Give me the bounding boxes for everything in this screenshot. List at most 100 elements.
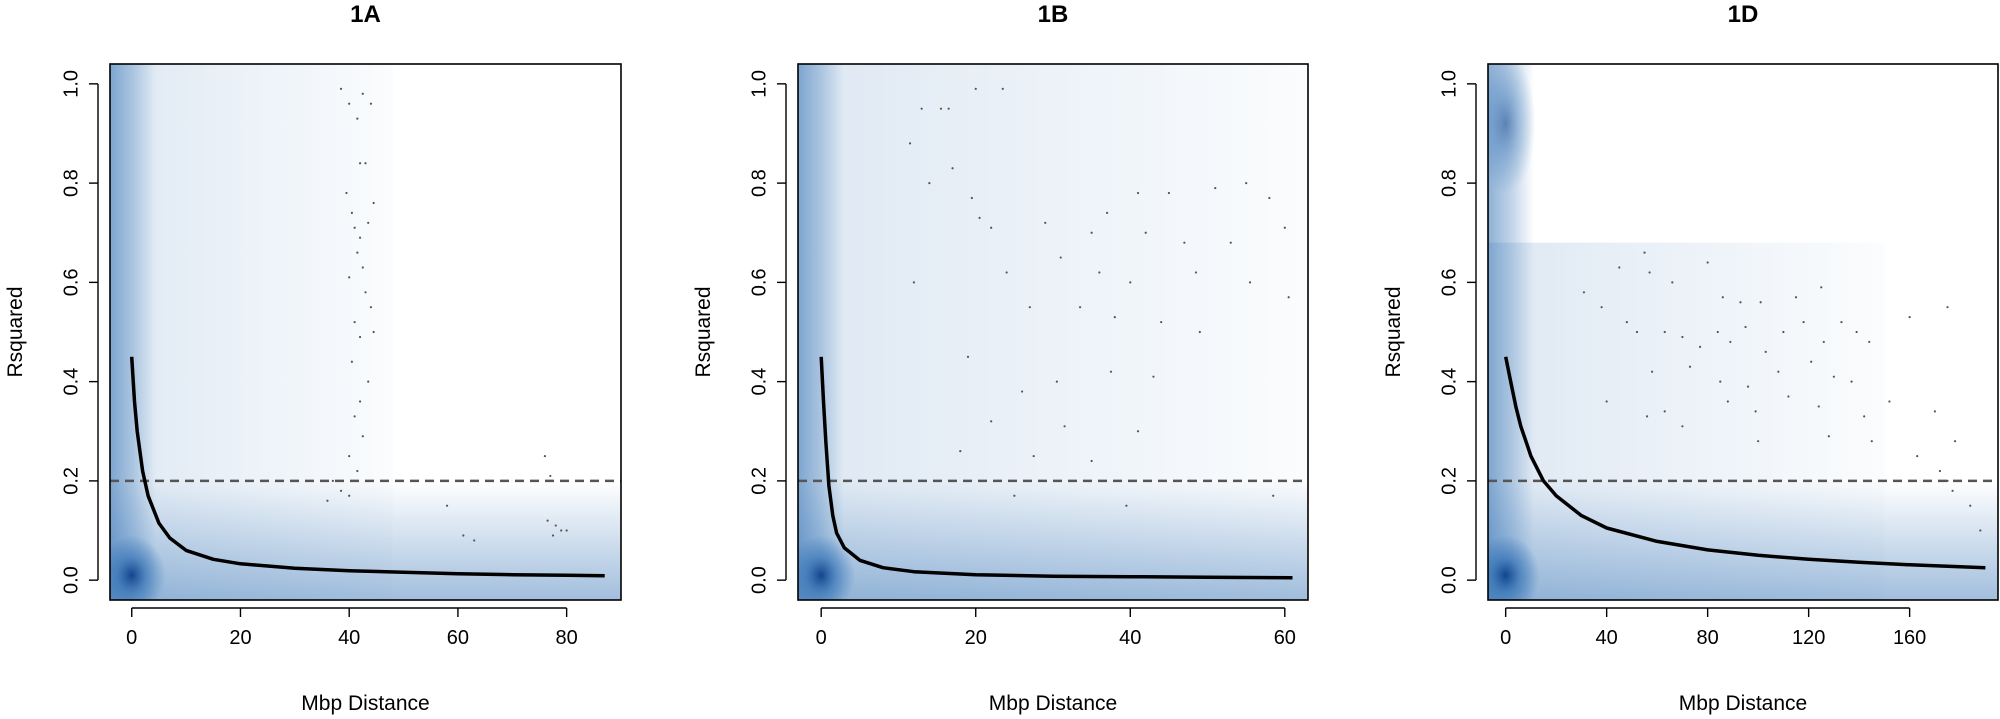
scatter-point — [551, 534, 555, 537]
x-axis-label: Mbp Distance — [989, 692, 1117, 715]
scatter-point — [1759, 301, 1762, 304]
scatter-point — [1078, 306, 1082, 309]
scatter-point — [1183, 241, 1186, 244]
scatter-point — [554, 524, 557, 527]
scatter-point — [350, 360, 354, 363]
y-tick-label: 0.2 — [60, 467, 82, 495]
scatter-point — [928, 182, 931, 185]
scatter-point — [1044, 221, 1047, 224]
scatter-point — [1822, 340, 1825, 344]
x-tick-label: 80 — [556, 627, 578, 649]
scatter-point — [1663, 410, 1666, 413]
scatter-point — [1651, 370, 1654, 373]
density-hotspot — [110, 535, 166, 600]
x-tick-label: 0 — [1500, 627, 1511, 649]
scatter-point — [546, 519, 549, 522]
scatter-point — [1868, 340, 1871, 344]
x-tick-label: 60 — [447, 627, 469, 649]
scatter-point — [1198, 330, 1201, 334]
panel-1D: 0 40 80 120 160 0.0 0.2 0.4 0.6 0.8 1.0 Mbp Distanc… — [1382, 1, 1999, 715]
scatter-point — [1013, 494, 1016, 497]
scatter-point — [473, 539, 476, 542]
scatter-point — [348, 454, 351, 458]
scatter-point — [565, 529, 568, 532]
scatter-point — [1582, 291, 1586, 294]
scatter-point — [1787, 395, 1790, 398]
scatter-point — [1635, 330, 1639, 334]
scatter-point — [1005, 271, 1008, 274]
scatter-point — [947, 107, 950, 110]
scatter-point — [1721, 296, 1724, 299]
scatter-point — [1055, 380, 1058, 383]
decay-curve — [1503, 356, 1986, 570]
scatter-point — [560, 529, 563, 532]
density-shading — [1488, 64, 1998, 600]
x-tick-label: 0 — [816, 627, 827, 649]
scatter-point — [1063, 425, 1066, 428]
scatter-point — [372, 201, 375, 205]
scatter-point — [1090, 231, 1093, 234]
scatter-point — [1719, 380, 1722, 383]
y-tick-label: 0.6 — [748, 268, 770, 296]
y-tick-label: 0.2 — [1438, 467, 1460, 495]
scatter-point — [1832, 375, 1835, 378]
scatter-point — [1863, 415, 1866, 418]
x-tick-label: 0 — [126, 627, 137, 649]
plot-frame — [1487, 63, 1999, 601]
scatter-point — [1136, 191, 1140, 195]
scatter-point — [951, 167, 954, 170]
scatter-point — [1160, 320, 1163, 324]
scatter-point — [1688, 365, 1692, 368]
scatter-point — [1272, 494, 1275, 497]
density-shading — [110, 64, 621, 600]
scatter-point — [364, 291, 367, 294]
scatter-point — [1810, 360, 1813, 363]
scatter-point — [1729, 340, 1732, 344]
scatter-point — [1933, 410, 1936, 413]
plot-frame — [109, 63, 622, 601]
scatter-point — [1698, 345, 1702, 348]
scatter-point — [1855, 330, 1858, 334]
scatter-point — [326, 499, 329, 502]
x-tick-label: 40 — [1596, 627, 1618, 649]
density-band-low-r2 — [798, 480, 1308, 600]
scatter-point — [1916, 454, 1919, 458]
scatter-point — [1663, 330, 1666, 334]
scatter-point — [1152, 375, 1155, 378]
scatter-point — [966, 355, 970, 358]
x-tick-label: 40 — [1119, 627, 1141, 649]
scatter-point — [1953, 440, 1957, 443]
y-tick-label: 0.0 — [1438, 566, 1460, 594]
scatter-point — [1681, 335, 1684, 339]
scatter-point — [978, 216, 981, 219]
scatter-point — [1969, 504, 1972, 507]
scatter-point — [990, 226, 993, 229]
scatter-point — [1648, 271, 1651, 274]
density-shading — [798, 64, 1308, 600]
scatter-point — [1827, 435, 1830, 438]
x-tick-label: 160 — [1893, 627, 1926, 649]
scatter-point — [1605, 400, 1608, 403]
y-tick-label: 0.0 — [748, 566, 770, 594]
scatter-point — [353, 320, 356, 324]
x-tick-label: 20 — [229, 627, 251, 649]
scatter-point — [1706, 261, 1709, 264]
scatter-point — [361, 266, 364, 269]
y-tick-label: 0.8 — [748, 169, 770, 197]
scatter-point — [350, 211, 354, 214]
scatter-point — [1946, 306, 1949, 309]
scatter-point — [1600, 306, 1603, 309]
panel-title: 1B — [1038, 1, 1069, 28]
scatter-point — [1746, 385, 1750, 388]
scatter-point — [920, 107, 923, 110]
x-axis-label: Mbp Distance — [1679, 692, 1807, 715]
scatter-point — [1287, 296, 1290, 299]
scatter-point — [1268, 196, 1271, 200]
y-axis-label: Rsquared — [4, 286, 27, 377]
scatter-point — [1671, 281, 1674, 284]
scatter-point — [1618, 266, 1621, 269]
scatter-point — [1820, 286, 1823, 289]
y-tick-label: 0.4 — [1438, 368, 1460, 396]
y-tick-label: 0.4 — [60, 368, 82, 396]
